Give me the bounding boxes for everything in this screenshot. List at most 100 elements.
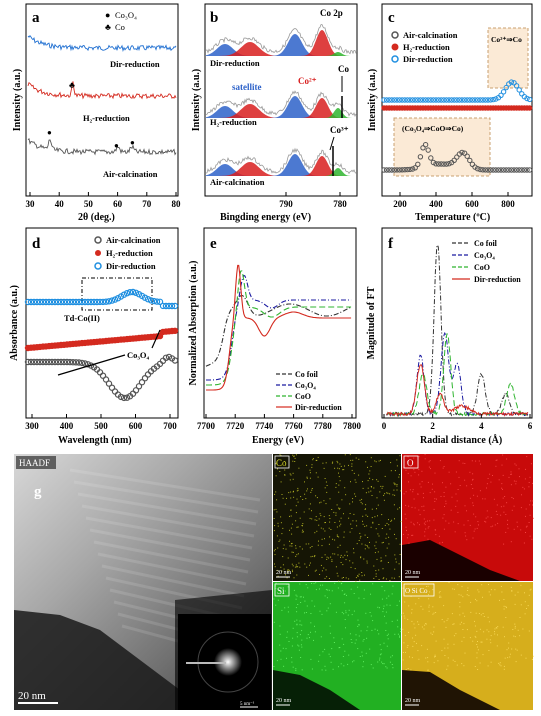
eds-map-overlay-scale: 20 nm — [405, 698, 421, 704]
eds-noise-dot-1 — [443, 495, 445, 497]
eds-noise-dot-2 — [386, 645, 388, 647]
eds-noise-dot-2 — [397, 626, 399, 628]
panel-d-box-td-co-text: Td-Co(II) — [64, 313, 100, 323]
eds-noise-dot-0 — [364, 508, 366, 510]
eds-noise-dot-0 — [293, 496, 295, 498]
panel-b-letter: b — [210, 10, 218, 26]
eds-noise-dot-0 — [349, 503, 351, 505]
panel-a-legend-label-2: Co — [115, 22, 125, 32]
haadf-lattice-fringe — [81, 504, 255, 538]
eds-noise-dot-1 — [528, 486, 530, 488]
eds-noise-dot-3 — [402, 628, 404, 630]
eds-noise-dot-3 — [457, 584, 459, 586]
eds-noise-dot-0 — [323, 500, 325, 502]
eds-noise-dot-0 — [359, 537, 361, 539]
eds-noise-dot-3 — [415, 603, 417, 605]
eds-noise-dot-2 — [387, 638, 389, 640]
eds-noise-dot-0 — [372, 521, 374, 523]
eds-noise-dot-1 — [513, 480, 515, 482]
eds-noise-dot-2 — [391, 655, 393, 657]
eds-noise-dot-0 — [334, 467, 336, 469]
eds-noise-dot-2 — [281, 609, 283, 611]
eds-noise-dot-0 — [307, 488, 308, 490]
eds-noise-dot-0 — [277, 468, 278, 470]
panel-c-point-2 — [498, 92, 504, 99]
eds-noise-dot-3 — [459, 623, 461, 625]
panel-c-point-2 — [404, 97, 411, 103]
eds-noise-dot-0 — [365, 461, 367, 463]
panel-f-curve-2 — [386, 333, 529, 418]
eds-noise-dot-1 — [464, 479, 466, 481]
eds-noise-dot-0 — [281, 570, 283, 572]
eds-noise-dot-1 — [516, 521, 518, 523]
panel-d-point-2 — [96, 298, 104, 306]
eds-noise-dot-1 — [510, 541, 512, 543]
eds-noise-dot-2 — [301, 646, 303, 648]
panel-d-legend-label-2: H₂-reduction — [106, 248, 153, 258]
eds-noise-dot-1 — [465, 535, 467, 537]
eds-noise-dot-0 — [350, 566, 352, 568]
eds-noise-dot-0 — [306, 566, 308, 568]
eds-noise-dot-1 — [503, 543, 505, 545]
eds-noise-dot-2 — [325, 589, 327, 591]
eds-noise-dot-0 — [335, 483, 337, 485]
eds-noise-dot-0 — [328, 527, 330, 529]
eds-noise-dot-2 — [347, 663, 349, 665]
eds-noise-dot-3 — [432, 613, 434, 615]
eds-noise-dot-0 — [379, 491, 381, 493]
eds-noise-dot-2 — [327, 589, 329, 591]
eds-noise-dot-1 — [528, 522, 530, 523]
panel-d-legend-label-1: Air-calcination — [106, 235, 161, 245]
eds-noise-dot-3 — [466, 629, 468, 631]
eds-noise-dot-3 — [528, 594, 530, 596]
eds-noise-dot-3 — [453, 635, 455, 637]
eds-noise-dot-2 — [275, 604, 277, 606]
panel-d-point-2 — [84, 298, 92, 306]
eds-noise-dot-0 — [290, 474, 292, 476]
haadf-lattice-fringe — [97, 552, 247, 586]
eds-noise-dot-1 — [497, 522, 499, 524]
eds-noise-dot-2 — [340, 663, 342, 665]
eds-noise-dot-0 — [295, 520, 297, 522]
eds-noise-dot-2 — [273, 598, 275, 600]
eds-noise-dot-0 — [395, 538, 397, 540]
eds-noise-dot-3 — [511, 590, 513, 592]
panel-c-point-0 — [430, 159, 437, 166]
eds-noise-dot-3 — [431, 633, 433, 635]
eds-noise-dot-3 — [481, 641, 483, 643]
eds-noise-dot-0 — [291, 542, 293, 544]
eds-noise-dot-3 — [428, 610, 430, 612]
eds-noise-dot-0 — [318, 540, 319, 542]
eds-noise-dot-3 — [461, 663, 463, 665]
eds-noise-dot-0 — [283, 568, 285, 570]
panel-c-point-0 — [409, 166, 416, 172]
eds-noise-dot-0 — [364, 574, 365, 576]
eds-noise-dot-0 — [372, 479, 374, 481]
eds-noise-dot-2 — [305, 612, 307, 613]
eds-noise-dot-0 — [381, 514, 383, 516]
eds-noise-dot-1 — [445, 486, 447, 488]
eds-noise-dot-3 — [427, 661, 429, 663]
eds-noise-dot-0 — [287, 557, 289, 559]
eds-noise-dot-2 — [300, 644, 302, 646]
eds-noise-dot-0 — [311, 464, 313, 466]
eds-noise-dot-0 — [371, 508, 373, 510]
eds-noise-dot-2 — [355, 634, 357, 636]
eds-noise-dot-1 — [455, 493, 457, 495]
eds-noise-dot-1 — [429, 492, 431, 494]
eds-noise-dot-0 — [275, 508, 277, 510]
eds-noise-dot-2 — [343, 643, 345, 645]
eds-noise-dot-2 — [381, 598, 383, 600]
eds-noise-dot-3 — [428, 606, 430, 608]
panel-c-point-1 — [526, 105, 533, 111]
eds-noise-dot-3 — [474, 666, 476, 667]
eds-noise-dot-2 — [343, 665, 345, 667]
eds-noise-dot-3 — [444, 655, 446, 656]
panel-d-point-0 — [24, 358, 32, 366]
eds-noise-dot-0 — [367, 466, 368, 468]
eds-noise-dot-2 — [340, 583, 342, 585]
eds-noise-dot-2 — [320, 584, 321, 586]
eds-noise-dot-2 — [363, 639, 365, 640]
eds-noise-dot-1 — [463, 524, 465, 526]
